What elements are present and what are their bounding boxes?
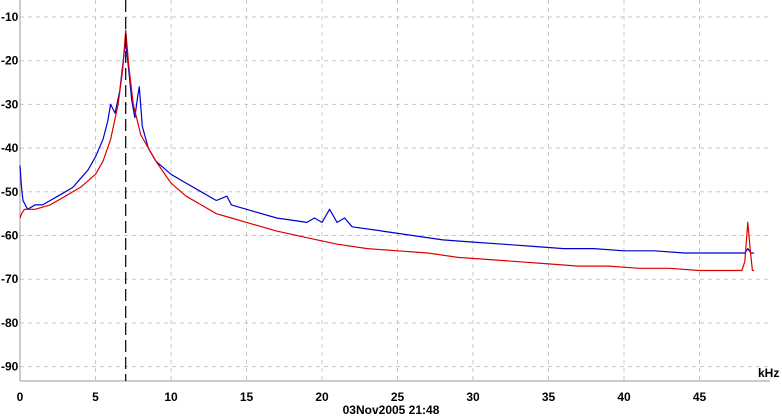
x-tick-label: 15 (240, 390, 254, 404)
x-tick-label: 10 (164, 390, 178, 404)
x-tick-label: 0 (17, 390, 24, 404)
y-tick-label: -80 (1, 316, 19, 330)
timestamp-label: 03Nov2005 21:48 (343, 403, 440, 417)
y-tick-label: -40 (1, 141, 19, 155)
x-tick-label: 5 (92, 390, 99, 404)
x-tick-label: 35 (542, 390, 556, 404)
y-tick-label: -10 (1, 10, 19, 24)
x-tick-label: 45 (693, 390, 707, 404)
x-tick-label: 25 (391, 390, 405, 404)
tick-labels: 0 5 10 15 20 25 30 35 40 45 -10 -20 -30 -40 -50 -60 -70 -… (1, 10, 706, 404)
y-tick-label: -50 (1, 185, 19, 199)
y-tick-label: -90 (1, 360, 19, 374)
grid (19, 0, 770, 382)
x-tick-label: 30 (466, 390, 480, 404)
x-tick-label: 40 (617, 390, 631, 404)
y-tick-label: -70 (1, 272, 19, 286)
y-tick-label: -20 (1, 54, 19, 68)
y-tick-label: -60 (1, 229, 19, 243)
x-tick-label: 20 (315, 390, 329, 404)
series-line-blue (19, 42, 754, 254)
series-line-red (19, 29, 754, 272)
x-unit-label: kHz (758, 366, 779, 380)
series-layer (19, 0, 754, 381)
y-tick-label: -30 (1, 97, 19, 111)
